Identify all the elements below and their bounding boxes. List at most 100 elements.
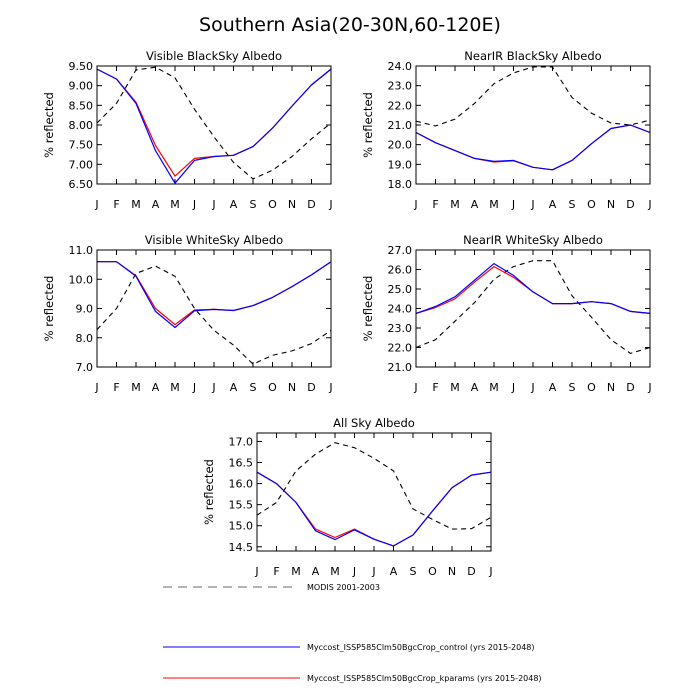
x-tick-label: N	[288, 198, 296, 211]
x-tick-label: A	[471, 381, 479, 394]
y-tick-label: 22.0	[388, 99, 413, 112]
series-line-modis	[96, 66, 332, 180]
x-tick-label: J	[328, 198, 332, 211]
y-tick-label: 14.5	[229, 541, 254, 554]
y-tick-label: 23.0	[388, 322, 413, 335]
y-tick-label: 18.0	[388, 178, 413, 191]
series-line-modis	[415, 66, 651, 127]
x-tick-label: O	[587, 381, 596, 394]
y-tick-label: 20.0	[388, 139, 413, 152]
plot-frame	[96, 65, 332, 185]
x-tick-label: J	[254, 565, 258, 578]
series-line-kparams	[415, 266, 651, 314]
y-tick-label: 9.50	[69, 60, 94, 73]
x-tick-label: A	[549, 381, 557, 394]
y-tick-label: 16.0	[229, 478, 254, 491]
x-tick-label: N	[288, 381, 296, 394]
x-tick-label: F	[273, 565, 279, 578]
series-line-modis	[415, 260, 651, 354]
series-line-kparams	[415, 124, 651, 171]
y-tick-label: 24.0	[388, 60, 413, 73]
y-tick-label: 21.0	[388, 119, 413, 132]
x-tick-label: A	[390, 565, 398, 578]
y-tick-label: 25.0	[388, 283, 413, 296]
x-tick-label: D	[307, 381, 315, 394]
x-tick-label: M	[330, 565, 340, 578]
panel-title: Visible WhiteSky Albedo	[145, 233, 283, 247]
x-tick-label: M	[131, 198, 141, 211]
legend-label-control: Myccost_ISSP585Clm50BgcCrop_control (yrs…	[307, 643, 535, 652]
x-tick-label: N	[607, 198, 615, 211]
y-tick-label: 8.00	[69, 119, 94, 132]
y-tick-label: 7.0	[76, 361, 94, 374]
series-line-control	[96, 68, 332, 184]
x-tick-label: M	[170, 198, 180, 211]
x-tick-label: M	[131, 381, 141, 394]
x-tick-label: O	[587, 198, 596, 211]
x-tick-label: J	[511, 198, 515, 211]
legend-label-modis: MODIS 2001-2003	[307, 583, 380, 592]
x-tick-label: D	[626, 381, 634, 394]
x-tick-label: J	[413, 381, 417, 394]
x-tick-label: M	[489, 198, 499, 211]
legend: MODIS 2001-2003 Myccost_ISSP585Clm50BgcC…	[163, 583, 542, 683]
plot-frame	[256, 432, 492, 552]
series-line-kparams	[97, 261, 332, 326]
x-tick-label: A	[230, 198, 238, 211]
x-tick-label: M	[170, 381, 180, 394]
y-axis-label: % reflected	[42, 276, 56, 342]
x-tick-label: O	[268, 381, 277, 394]
x-tick-label: J	[371, 565, 375, 578]
y-tick-label: 23.0	[388, 80, 413, 93]
x-tick-label: J	[211, 381, 215, 394]
x-tick-label: J	[530, 381, 534, 394]
x-tick-label: J	[647, 198, 651, 211]
y-tick-label: 27.0	[388, 244, 413, 257]
x-tick-label: N	[607, 381, 615, 394]
x-tick-label: O	[428, 565, 437, 578]
legend-item-control: Myccost_ISSP585Clm50BgcCrop_control (yrs…	[163, 643, 535, 652]
y-tick-label: 9.0	[76, 303, 94, 316]
x-tick-label: J	[647, 381, 651, 394]
plot-frame	[96, 249, 332, 368]
x-tick-label: J	[328, 381, 332, 394]
x-tick-label: S	[250, 198, 257, 211]
y-tick-label: 24.0	[388, 303, 413, 316]
x-tick-label: J	[211, 198, 215, 211]
x-tick-label: D	[626, 198, 634, 211]
x-tick-label: O	[268, 198, 277, 211]
y-axis-label: % reflected	[42, 92, 56, 158]
x-tick-label: A	[230, 381, 238, 394]
x-tick-label: S	[569, 198, 576, 211]
x-tick-label: A	[471, 198, 479, 211]
x-tick-label: D	[307, 198, 315, 211]
series-line-modis	[96, 265, 332, 365]
y-axis-label: % reflected	[202, 459, 216, 525]
legend-label-kparams: Myccost_ISSP585Clm50BgcCrop_kparams (yrs…	[307, 674, 542, 683]
series-line-control	[415, 124, 651, 171]
legend-item-kparams: Myccost_ISSP585Clm50BgcCrop_kparams (yrs…	[163, 674, 542, 683]
panel-visible-blacksky: Visible BlackSky Albedo % reflected 6.50 7.…	[42, 49, 333, 211]
x-tick-label: J	[352, 565, 356, 578]
panel-title: Visible BlackSky Albedo	[146, 49, 282, 63]
x-tick-label: S	[250, 381, 257, 394]
x-tick-label: A	[312, 565, 320, 578]
x-tick-label: N	[448, 565, 456, 578]
y-tick-label: 7.00	[69, 158, 94, 171]
x-tick-label: J	[511, 381, 515, 394]
series-line-control	[256, 471, 492, 547]
y-tick-label: 10.0	[69, 273, 94, 286]
y-tick-label: 19.0	[388, 158, 413, 171]
plot-frame	[415, 65, 651, 185]
x-tick-label: J	[192, 381, 196, 394]
x-tick-label: J	[413, 198, 417, 211]
y-tick-label: 7.50	[69, 139, 94, 152]
y-tick-label: 21.0	[388, 361, 413, 374]
x-tick-label: J	[94, 381, 98, 394]
panel-nearir-blacksky: NearIR BlackSky Albedo % reflected 18.0 19.…	[361, 49, 652, 211]
y-tick-label: 8.0	[76, 332, 94, 345]
x-tick-label: M	[291, 565, 301, 578]
panel-nearir-whitesky: NearIR WhiteSky Albedo % reflected 21.0 22.…	[361, 233, 652, 394]
y-axis-label: % reflected	[361, 276, 375, 342]
